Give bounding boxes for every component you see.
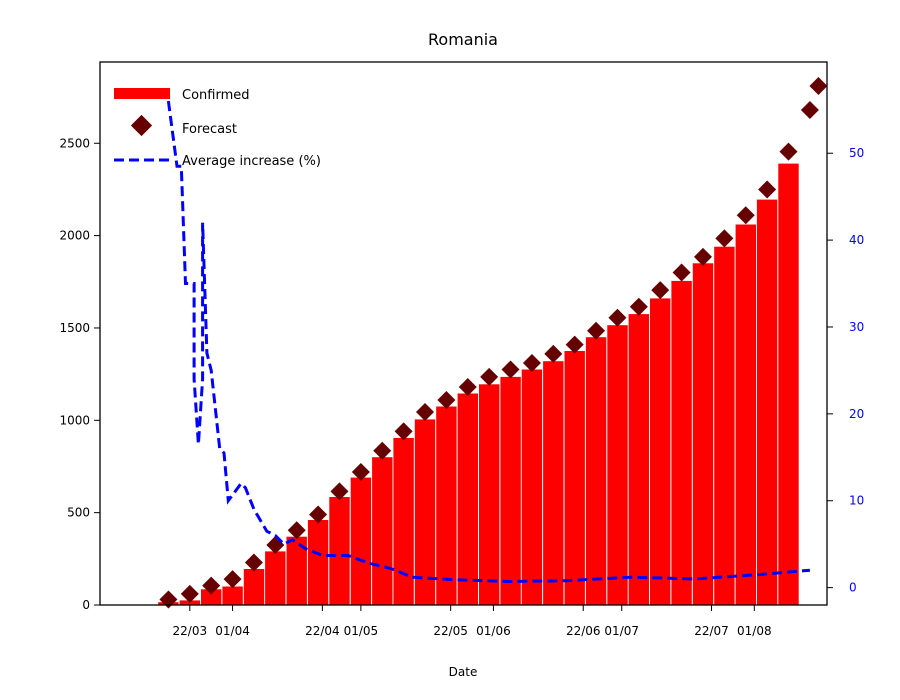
forecast-marker <box>608 308 627 327</box>
confirmed-bar <box>778 163 799 605</box>
y2-tick-label: 10 <box>849 494 864 508</box>
confirmed-bar <box>222 586 243 605</box>
y-tick-label: 2500 <box>59 136 90 150</box>
legend-label-confirmed: Confirmed <box>182 88 250 103</box>
y2-tick-label: 0 <box>849 581 857 595</box>
legend: Confirmed Forecast Average increase (%) <box>114 88 321 169</box>
forecast-marker <box>758 180 777 199</box>
x-tick-label: 22/05 <box>433 624 468 638</box>
forecast-marker <box>522 354 541 373</box>
forecast-marker <box>693 247 712 266</box>
forecast-marker <box>180 584 199 603</box>
confirmed-bar <box>201 589 222 605</box>
forecast-marker <box>736 206 755 225</box>
x-tick-label: 01/05 <box>344 624 379 638</box>
average-increase-line <box>166 100 811 584</box>
forecast-marker <box>416 402 435 421</box>
x-tick-label: 01/08 <box>737 624 772 638</box>
forecast-marker <box>244 553 263 572</box>
confirmed-bar <box>756 199 778 605</box>
forecast-marker <box>779 142 798 161</box>
confirmed-bar <box>457 393 478 605</box>
forecast-marker <box>309 505 328 524</box>
forecast-marker <box>373 441 392 460</box>
forecast-marker <box>480 367 499 386</box>
confirmed-bar <box>692 263 714 605</box>
confirmed-bar <box>585 337 607 605</box>
confirmed-bar <box>500 376 521 605</box>
confirmed-bar <box>735 224 756 605</box>
forecast-marker <box>800 101 819 120</box>
x-tick-label: 22/03 <box>173 624 208 638</box>
confirmed-bar <box>286 536 307 605</box>
legend-label-average-increase: Average increase (%) <box>182 154 321 169</box>
y-tick-label: 1000 <box>59 413 90 427</box>
average-increase-series-line <box>166 100 811 584</box>
x-tick-label: 01/06 <box>476 624 511 638</box>
y-tick-label: 1500 <box>59 321 90 335</box>
confirmed-bar <box>329 497 350 605</box>
y-tick-label: 2000 <box>59 229 90 243</box>
confirmed-bar <box>650 298 671 605</box>
confirmed-bar <box>628 314 649 605</box>
y-tick-label: 0 <box>82 598 90 612</box>
forecast-marker <box>223 570 242 589</box>
confirmed-bar <box>243 569 265 605</box>
x-axis-label: Date <box>449 665 478 679</box>
forecast-marker <box>437 390 456 409</box>
y2-tick-label: 20 <box>849 407 864 421</box>
forecast-marker <box>501 360 520 379</box>
forecast-marker <box>672 263 691 282</box>
forecast-marker <box>715 229 734 248</box>
forecast-marker <box>587 321 606 340</box>
legend-swatch-confirmed <box>114 88 170 99</box>
forecast-marker <box>351 463 370 482</box>
chart-title: Romania <box>428 30 498 49</box>
confirmed-bar <box>393 437 414 605</box>
y2-tick-label: 30 <box>849 320 864 334</box>
forecast-marker <box>159 590 178 609</box>
x-tick-label: 22/04 <box>305 624 340 638</box>
legend-label-forecast: Forecast <box>182 122 237 137</box>
y2-tick-label: 50 <box>849 146 864 160</box>
confirmed-bar <box>671 280 692 605</box>
confirmed-bar <box>414 419 436 605</box>
left-y-axis: 0 500 1000 1500 2000 2500 <box>59 136 100 612</box>
forecast-marker <box>544 344 563 363</box>
confirmed-bar <box>564 351 585 605</box>
forecast-marker <box>202 576 221 595</box>
x-axis: 22/03 01/04 22/04 01/05 22/05 01/06 22/06 01/07… <box>173 605 772 638</box>
confirmed-bar <box>607 325 628 605</box>
forecast-marker <box>809 77 828 96</box>
forecast-marker <box>565 335 584 354</box>
y-tick-label: 500 <box>67 506 90 520</box>
confirmed-bar <box>372 457 393 605</box>
confirmed-bar <box>436 406 457 605</box>
forecast-marker <box>629 297 648 316</box>
confirmed-bar <box>307 520 329 605</box>
confirmed-bar <box>714 246 735 605</box>
right-y-axis: 0 10 20 30 40 50 <box>827 146 864 595</box>
forecast-marker <box>394 422 413 441</box>
forecast-markers <box>159 77 828 609</box>
confirmed-bar <box>521 369 543 605</box>
plot-frame <box>99 61 828 606</box>
confirmed-bar <box>543 361 564 605</box>
forecast-marker <box>651 281 670 300</box>
confirmed-bars <box>158 163 799 605</box>
x-tick-label: 22/06 <box>566 624 601 638</box>
forecast-marker <box>458 378 477 397</box>
confirmed-bar <box>350 477 372 605</box>
legend-swatch-forecast <box>130 114 153 137</box>
x-tick-label: 01/04 <box>215 624 250 638</box>
x-tick-label: 22/07 <box>694 624 729 638</box>
forecast-marker <box>287 521 306 540</box>
confirmed-bar <box>265 551 286 605</box>
x-tick-label: 01/07 <box>604 624 639 638</box>
confirmed-bar <box>479 384 500 605</box>
forecast-marker <box>330 482 349 501</box>
y2-tick-label: 40 <box>849 233 864 247</box>
